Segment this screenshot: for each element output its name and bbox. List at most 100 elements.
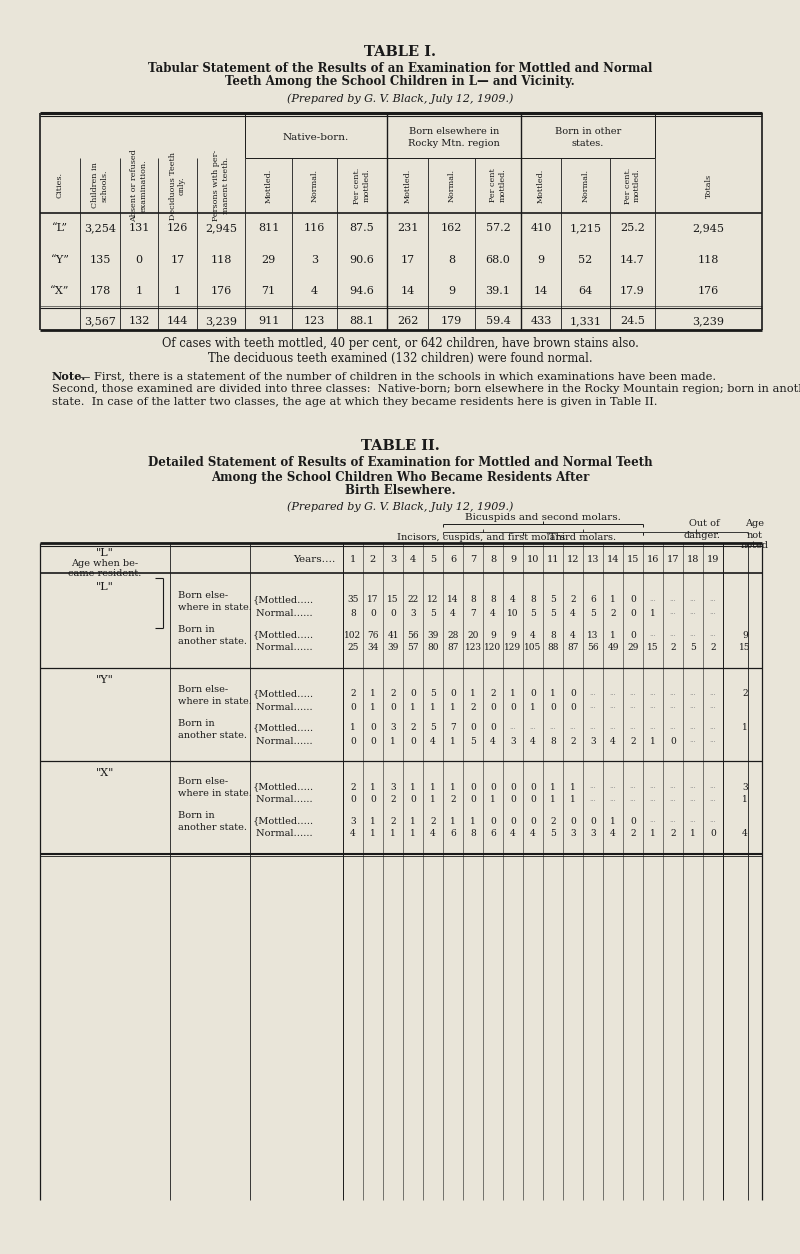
Text: 1: 1 bbox=[370, 816, 376, 825]
Text: 14: 14 bbox=[606, 556, 619, 564]
Text: “L”: “L” bbox=[52, 223, 68, 233]
Text: ···: ··· bbox=[650, 703, 656, 711]
Text: “Y”: “Y” bbox=[50, 255, 70, 265]
Text: 5: 5 bbox=[590, 608, 596, 617]
Text: 87: 87 bbox=[447, 643, 458, 652]
Text: 0: 0 bbox=[590, 816, 596, 825]
Text: TABLE I.: TABLE I. bbox=[364, 45, 436, 59]
Text: ···: ··· bbox=[690, 609, 696, 617]
Text: Age: Age bbox=[746, 519, 765, 528]
Text: 1,215: 1,215 bbox=[570, 223, 602, 233]
Text: 3: 3 bbox=[350, 816, 356, 825]
Text: 6: 6 bbox=[450, 556, 456, 564]
Text: danger.: danger. bbox=[683, 530, 720, 539]
Text: 17: 17 bbox=[666, 556, 679, 564]
Text: Detailed Statement of Results of Examination for Mottled and Normal Teeth: Detailed Statement of Results of Examina… bbox=[148, 456, 652, 469]
Text: Of cases with teeth mottled, 40 per cent, or 642 children, have brown stains als: Of cases with teeth mottled, 40 per cent… bbox=[162, 337, 638, 351]
Text: Normal…...: Normal…... bbox=[253, 702, 313, 711]
Text: 3: 3 bbox=[742, 782, 748, 791]
Text: 2: 2 bbox=[742, 690, 748, 698]
Text: ···: ··· bbox=[550, 724, 556, 732]
Text: 0: 0 bbox=[670, 736, 676, 745]
Text: 105: 105 bbox=[524, 643, 542, 652]
Text: 0: 0 bbox=[370, 795, 376, 805]
Text: Persons with per-
manent teeth.: Persons with per- manent teeth. bbox=[213, 150, 230, 221]
Text: 12: 12 bbox=[427, 596, 438, 604]
Text: — First, there is a statement of the number of children in the schools in which : — First, there is a statement of the num… bbox=[79, 371, 716, 381]
Text: 4: 4 bbox=[430, 736, 436, 745]
Text: 0: 0 bbox=[350, 736, 356, 745]
Text: 1: 1 bbox=[135, 286, 142, 296]
Text: Born in: Born in bbox=[178, 811, 214, 820]
Text: 2: 2 bbox=[350, 690, 356, 698]
Text: ···: ··· bbox=[590, 724, 596, 732]
Text: 14.7: 14.7 bbox=[620, 255, 645, 265]
Text: 2: 2 bbox=[370, 556, 376, 564]
Text: ···: ··· bbox=[630, 690, 636, 698]
Text: 0: 0 bbox=[390, 702, 396, 711]
Text: ···: ··· bbox=[610, 703, 616, 711]
Text: 1: 1 bbox=[390, 736, 396, 745]
Text: 0: 0 bbox=[630, 631, 636, 640]
Text: 118: 118 bbox=[210, 255, 232, 265]
Text: 0: 0 bbox=[510, 782, 516, 791]
Text: ···: ··· bbox=[590, 703, 596, 711]
Text: 0: 0 bbox=[530, 795, 536, 805]
Text: 25: 25 bbox=[347, 643, 358, 652]
Text: ···: ··· bbox=[630, 782, 636, 791]
Text: ···: ··· bbox=[610, 690, 616, 698]
Text: 0: 0 bbox=[630, 596, 636, 604]
Text: 2: 2 bbox=[610, 608, 616, 617]
Text: Third molars.: Third molars. bbox=[550, 533, 617, 542]
Text: 0: 0 bbox=[570, 816, 576, 825]
Text: 49: 49 bbox=[607, 643, 618, 652]
Text: 39.1: 39.1 bbox=[486, 286, 510, 296]
Text: came resident.: came resident. bbox=[68, 568, 142, 578]
Text: ···: ··· bbox=[670, 690, 676, 698]
Text: 9: 9 bbox=[510, 556, 516, 564]
Text: Born else-: Born else- bbox=[178, 685, 228, 693]
Text: ···: ··· bbox=[670, 609, 676, 617]
Text: 11: 11 bbox=[546, 556, 559, 564]
Text: 102: 102 bbox=[345, 631, 362, 640]
Text: 1: 1 bbox=[690, 829, 696, 839]
Text: Normal…...: Normal…... bbox=[253, 736, 313, 745]
Text: 5: 5 bbox=[430, 690, 436, 698]
Text: another state.: another state. bbox=[178, 731, 247, 740]
Text: states.: states. bbox=[572, 138, 604, 148]
Text: 911: 911 bbox=[258, 316, 279, 326]
Text: Mottled.: Mottled. bbox=[265, 168, 273, 203]
Text: ···: ··· bbox=[650, 796, 656, 804]
Text: 8: 8 bbox=[550, 736, 556, 745]
Text: 20: 20 bbox=[467, 631, 478, 640]
Text: 3: 3 bbox=[570, 829, 576, 839]
Text: 1: 1 bbox=[742, 724, 748, 732]
Text: 5: 5 bbox=[690, 643, 696, 652]
Text: ···: ··· bbox=[590, 782, 596, 791]
Text: ···: ··· bbox=[670, 703, 676, 711]
Text: 5: 5 bbox=[470, 736, 476, 745]
Text: Normal…...: Normal…... bbox=[253, 643, 313, 652]
Text: 0: 0 bbox=[490, 724, 496, 732]
Text: 9: 9 bbox=[510, 631, 516, 640]
Text: 1: 1 bbox=[174, 286, 181, 296]
Text: {Mottled…..: {Mottled….. bbox=[253, 690, 314, 698]
Text: 15: 15 bbox=[739, 643, 751, 652]
Text: 0: 0 bbox=[410, 736, 416, 745]
Text: Cities.: Cities. bbox=[56, 173, 64, 198]
Text: 0: 0 bbox=[370, 736, 376, 745]
Text: 1: 1 bbox=[570, 782, 576, 791]
Text: 1: 1 bbox=[430, 702, 436, 711]
Text: ···: ··· bbox=[530, 724, 536, 732]
Text: 4: 4 bbox=[530, 631, 536, 640]
Text: 0: 0 bbox=[410, 690, 416, 698]
Text: 1: 1 bbox=[450, 816, 456, 825]
Text: 123: 123 bbox=[465, 643, 482, 652]
Text: 88.1: 88.1 bbox=[350, 316, 374, 326]
Text: 1: 1 bbox=[450, 782, 456, 791]
Text: 0: 0 bbox=[470, 795, 476, 805]
Text: Per cent.
mottled.: Per cent. mottled. bbox=[354, 167, 370, 203]
Text: 14: 14 bbox=[447, 596, 458, 604]
Text: 25.2: 25.2 bbox=[620, 223, 645, 233]
Text: Mottled.: Mottled. bbox=[537, 168, 545, 203]
